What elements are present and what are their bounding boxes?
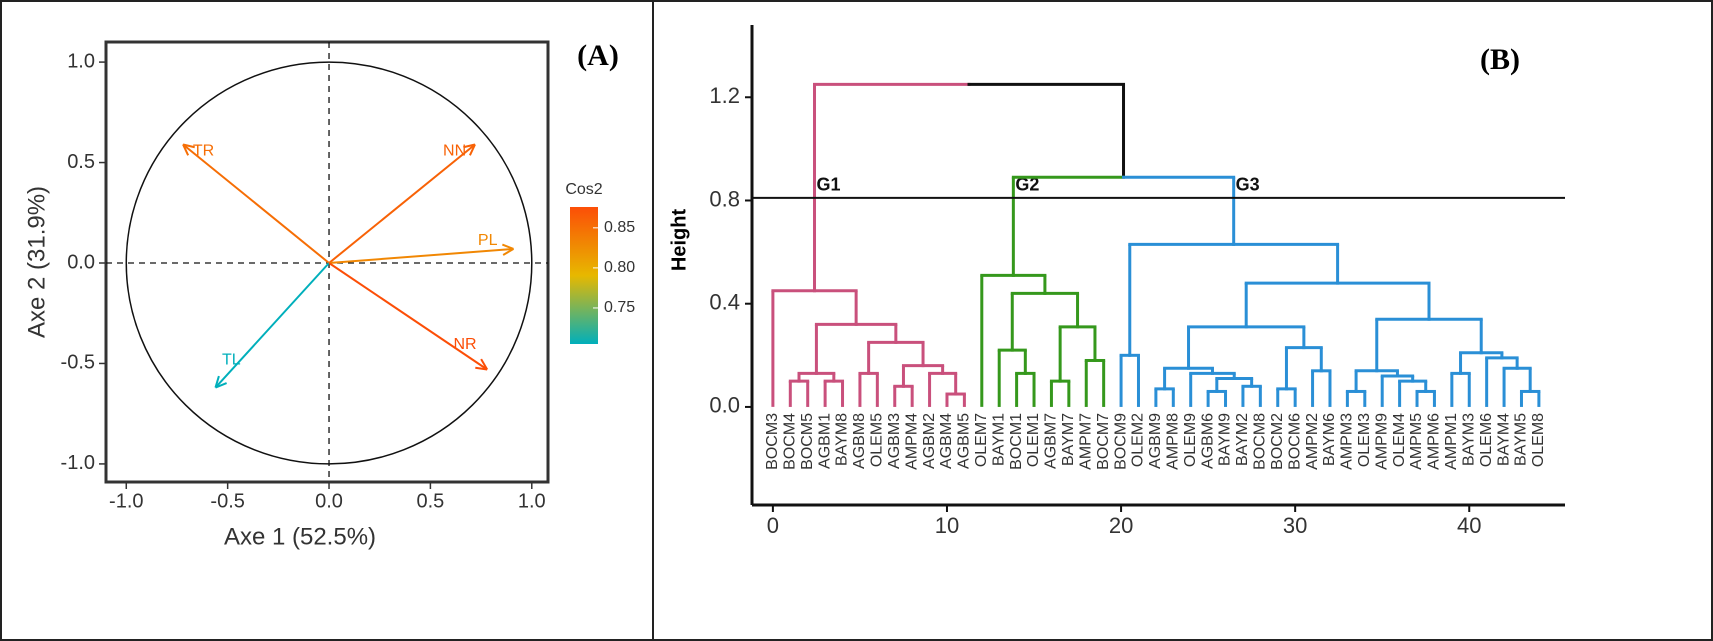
y-axis-label: Height	[668, 209, 690, 272]
colorbar-tick-label: 0.85	[604, 219, 635, 236]
y-axis-label: Axe 2 (31.9%)	[23, 186, 50, 338]
arrow	[328, 247, 514, 265]
panel-label: (B)	[1480, 43, 1520, 76]
leaf-label: OLEM2	[1130, 413, 1147, 467]
leaf-label: AGBM6	[1199, 413, 1216, 469]
arrow	[182, 143, 330, 264]
leaf-label: AMPM1	[1443, 413, 1460, 470]
arrow-label: PL	[478, 232, 498, 249]
y-tick-label: 0.8	[709, 186, 740, 211]
x-tick-label: 0.5	[416, 490, 444, 512]
group-label: G3	[1236, 175, 1260, 195]
x-axis-label: Axe 1 (52.5%)	[224, 523, 376, 550]
x-tick-label: 40	[1457, 513, 1481, 538]
x-tick-label: 1.0	[518, 490, 546, 512]
leaf-label: BOCM1	[1008, 413, 1025, 470]
leaf-label: BOCM6	[1286, 413, 1303, 470]
y-tick-label: 0.5	[67, 151, 95, 173]
colorbar-tick-label: 0.75	[604, 299, 635, 316]
leaf-label: BOCM9	[1112, 413, 1129, 470]
leaf-label: BOCM7	[1095, 413, 1112, 470]
arrow-label: TL	[222, 351, 241, 368]
plot-frame	[104, 40, 550, 484]
x-tick-label: -0.5	[210, 490, 244, 512]
x-tick-label: 0	[767, 513, 779, 538]
y-tick-label: 1.0	[67, 50, 95, 72]
leaf-label: BOCM5	[799, 413, 816, 470]
y-tick-label: 0.0	[709, 393, 740, 418]
leaf-label: AMPM5	[1408, 413, 1425, 470]
leaf-label: BOCM3	[764, 413, 781, 470]
leaf-label: BAYM5	[1513, 413, 1530, 466]
x-tick-label: 30	[1283, 513, 1307, 538]
y-tick-label: -1.0	[61, 452, 95, 474]
leaf-label: AMPM7	[1077, 413, 1094, 470]
leaf-label: AGBM5	[956, 413, 973, 469]
leaf-label: BOCM8	[1252, 413, 1269, 470]
leaf-label: AGBM1	[816, 413, 833, 469]
colorbar-title: Cos2	[565, 181, 602, 198]
arrow-label: NN	[443, 142, 466, 159]
y-tick-label: -0.5	[61, 352, 95, 374]
leaf-label: BAYM3	[1460, 413, 1477, 466]
arrow	[328, 262, 488, 371]
leaf-label: AMPM3	[1339, 413, 1356, 470]
leaf-label: OLEM3	[1356, 413, 1373, 467]
leaf-label: OLEM6	[1478, 413, 1495, 467]
x-tick-label: 20	[1109, 513, 1133, 538]
leaf-label: BAYM2	[1234, 413, 1251, 466]
arrowhead	[501, 243, 515, 256]
leaf-label: OLEM8	[1530, 413, 1547, 467]
leaf-label: AGBM7	[1043, 413, 1060, 469]
leaf-label: AMPM8	[1165, 413, 1182, 470]
leaf-label: OLEM7	[973, 413, 990, 467]
leaf-label: OLEM9	[1182, 413, 1199, 467]
leaf-label: AGBM4	[938, 413, 955, 469]
arrow-label: TR	[193, 142, 214, 159]
arrow	[214, 262, 330, 389]
leaf-label: AMPM9	[1373, 413, 1390, 470]
leaf-label: BAYM9	[1217, 413, 1234, 466]
x-tick-label: 0.0	[315, 490, 343, 512]
panel-label: (A)	[577, 39, 619, 72]
leaf-label: AMPM2	[1304, 413, 1321, 470]
leaf-label: OLEM5	[869, 413, 886, 467]
leaf-label: BOCM4	[782, 413, 799, 470]
group-label: G1	[817, 175, 841, 195]
arrowhead	[214, 375, 227, 389]
leaf-label: BAYM4	[1495, 413, 1512, 466]
arrowhead	[475, 358, 489, 371]
leaf-label: AGBM2	[921, 413, 938, 469]
leaf-label: BAYM1	[990, 413, 1007, 466]
leaf-label: BAYM6	[1321, 413, 1338, 466]
arrowhead	[463, 143, 476, 156]
leaf-label: BAYM8	[834, 413, 851, 466]
x-tick-label: 10	[935, 513, 959, 538]
leaf-label: AGBM3	[886, 413, 903, 469]
leaf-label: AGBM9	[1147, 413, 1164, 469]
arrow	[328, 143, 476, 264]
leaf-label: AGBM8	[851, 413, 868, 469]
leaf-label: OLEM1	[1025, 413, 1042, 467]
y-tick-label: 1.2	[709, 83, 740, 108]
arrowhead	[182, 143, 195, 156]
leaf-label: AMPM4	[903, 413, 920, 470]
arrow-label: NR	[453, 336, 476, 353]
y-tick-label: 0.4	[709, 290, 740, 315]
leaf-label: AMPM6	[1426, 413, 1443, 470]
x-tick-label: -1.0	[109, 490, 143, 512]
y-tick-label: 0.0	[67, 251, 95, 273]
leaf-label: BAYM7	[1060, 413, 1077, 466]
leaf-label: BOCM2	[1269, 413, 1286, 470]
colorbar-tick-label: 0.80	[604, 259, 635, 276]
colorbar	[570, 207, 598, 344]
group-label: G2	[1015, 175, 1039, 195]
leaf-label: OLEM4	[1391, 413, 1408, 467]
